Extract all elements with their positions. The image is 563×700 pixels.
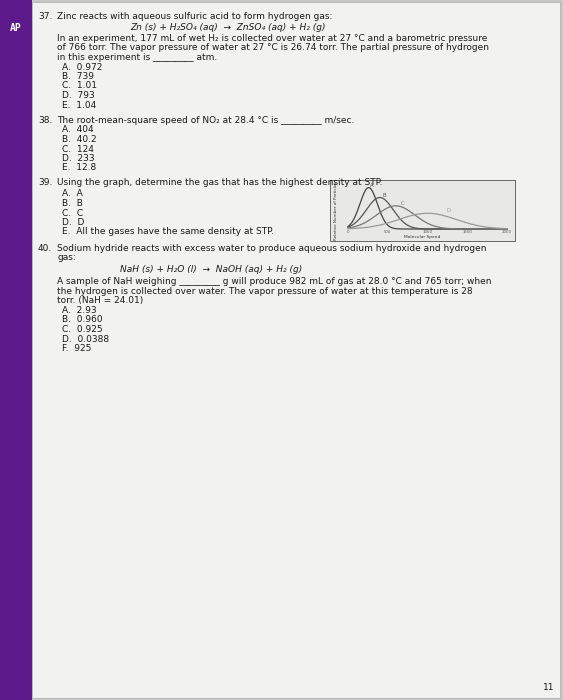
Text: C.  1.01: C. 1.01 bbox=[62, 81, 97, 90]
Text: 38.: 38. bbox=[38, 116, 52, 125]
Text: Zn (s) + H₂SO₄ (aq)  →  ZnSO₄ (aq) + H₂ (g): Zn (s) + H₂SO₄ (aq) → ZnSO₄ (aq) + H₂ (g… bbox=[130, 22, 325, 32]
Text: C.  0.925: C. 0.925 bbox=[62, 325, 102, 334]
Text: A.  404: A. 404 bbox=[62, 125, 93, 134]
Text: 1000: 1000 bbox=[422, 230, 432, 234]
Text: B.  0.960: B. 0.960 bbox=[62, 316, 102, 325]
Text: of 766 torr. The vapor pressure of water at 27 °C is 26.74 torr. The partial pre: of 766 torr. The vapor pressure of water… bbox=[57, 43, 489, 52]
Text: 0: 0 bbox=[347, 230, 349, 234]
Text: E.  12.8: E. 12.8 bbox=[62, 164, 96, 172]
Text: The root-mean-square speed of NO₂ at 28.4 °C is _________ m/sec.: The root-mean-square speed of NO₂ at 28.… bbox=[57, 116, 354, 125]
Text: 1500: 1500 bbox=[462, 230, 472, 234]
Text: NaH (s) + H₂O (l)  →  NaOH (aq) + H₂ (g): NaH (s) + H₂O (l) → NaOH (aq) + H₂ (g) bbox=[120, 265, 302, 274]
Bar bbox=[330, 180, 515, 241]
Text: torr. (NaH = 24.01): torr. (NaH = 24.01) bbox=[57, 297, 143, 305]
Text: B.  739: B. 739 bbox=[62, 72, 94, 81]
Text: In an experiment, 177 mL of wet H₂ is collected over water at 27 °C and a barome: In an experiment, 177 mL of wet H₂ is co… bbox=[57, 34, 488, 43]
Text: 500: 500 bbox=[384, 230, 391, 234]
Text: D.  0.0388: D. 0.0388 bbox=[62, 335, 109, 344]
Text: D: D bbox=[446, 209, 450, 214]
Text: AP: AP bbox=[10, 23, 22, 33]
Text: in this experiment is _________ atm.: in this experiment is _________ atm. bbox=[57, 53, 217, 62]
Text: B.  B: B. B bbox=[62, 199, 83, 208]
Text: C.  C: C. C bbox=[62, 209, 83, 218]
Text: A.  2.93: A. 2.93 bbox=[62, 306, 97, 315]
Text: E.  All the gases have the same density at STP.: E. All the gases have the same density a… bbox=[62, 228, 274, 237]
Text: B.  40.2: B. 40.2 bbox=[62, 135, 97, 144]
Text: D.  793: D. 793 bbox=[62, 91, 95, 100]
Text: 2000: 2000 bbox=[502, 230, 512, 234]
Text: B: B bbox=[383, 193, 387, 197]
Text: D.  233: D. 233 bbox=[62, 154, 95, 163]
Text: A.  0.972: A. 0.972 bbox=[62, 62, 102, 71]
Bar bbox=[0, 0, 32, 700]
Text: Using the graph, determine the gas that has the highest density at STP.: Using the graph, determine the gas that … bbox=[57, 178, 382, 187]
Text: Sodium hydride reacts with excess water to produce aqueous sodium hydroxide and : Sodium hydride reacts with excess water … bbox=[57, 244, 486, 253]
Text: F.  925: F. 925 bbox=[62, 344, 91, 353]
Text: Zinc reacts with aqueous sulfuric acid to form hydrogen gas:: Zinc reacts with aqueous sulfuric acid t… bbox=[57, 12, 332, 21]
Text: Molecular Speed: Molecular Speed bbox=[404, 235, 441, 239]
Text: A: A bbox=[370, 183, 374, 188]
Text: D.  D: D. D bbox=[62, 218, 84, 227]
Text: C: C bbox=[400, 201, 404, 206]
Text: A sample of NaH weighing _________ g will produce 982 mL of gas at 28.0 °C and 7: A sample of NaH weighing _________ g wil… bbox=[57, 277, 491, 286]
Text: C.  124: C. 124 bbox=[62, 144, 94, 153]
Text: 40.: 40. bbox=[38, 244, 52, 253]
Text: gas:: gas: bbox=[57, 253, 76, 262]
Text: 39.: 39. bbox=[38, 178, 52, 187]
Text: A.  A: A. A bbox=[62, 190, 83, 199]
Text: the hydrogen is collected over water. The vapor pressure of water at this temper: the hydrogen is collected over water. Th… bbox=[57, 287, 472, 296]
Text: 37.: 37. bbox=[38, 12, 52, 21]
Text: Relative Number of Particles: Relative Number of Particles bbox=[334, 181, 338, 239]
Text: E.  1.04: E. 1.04 bbox=[62, 101, 96, 109]
Text: 11: 11 bbox=[543, 683, 554, 692]
